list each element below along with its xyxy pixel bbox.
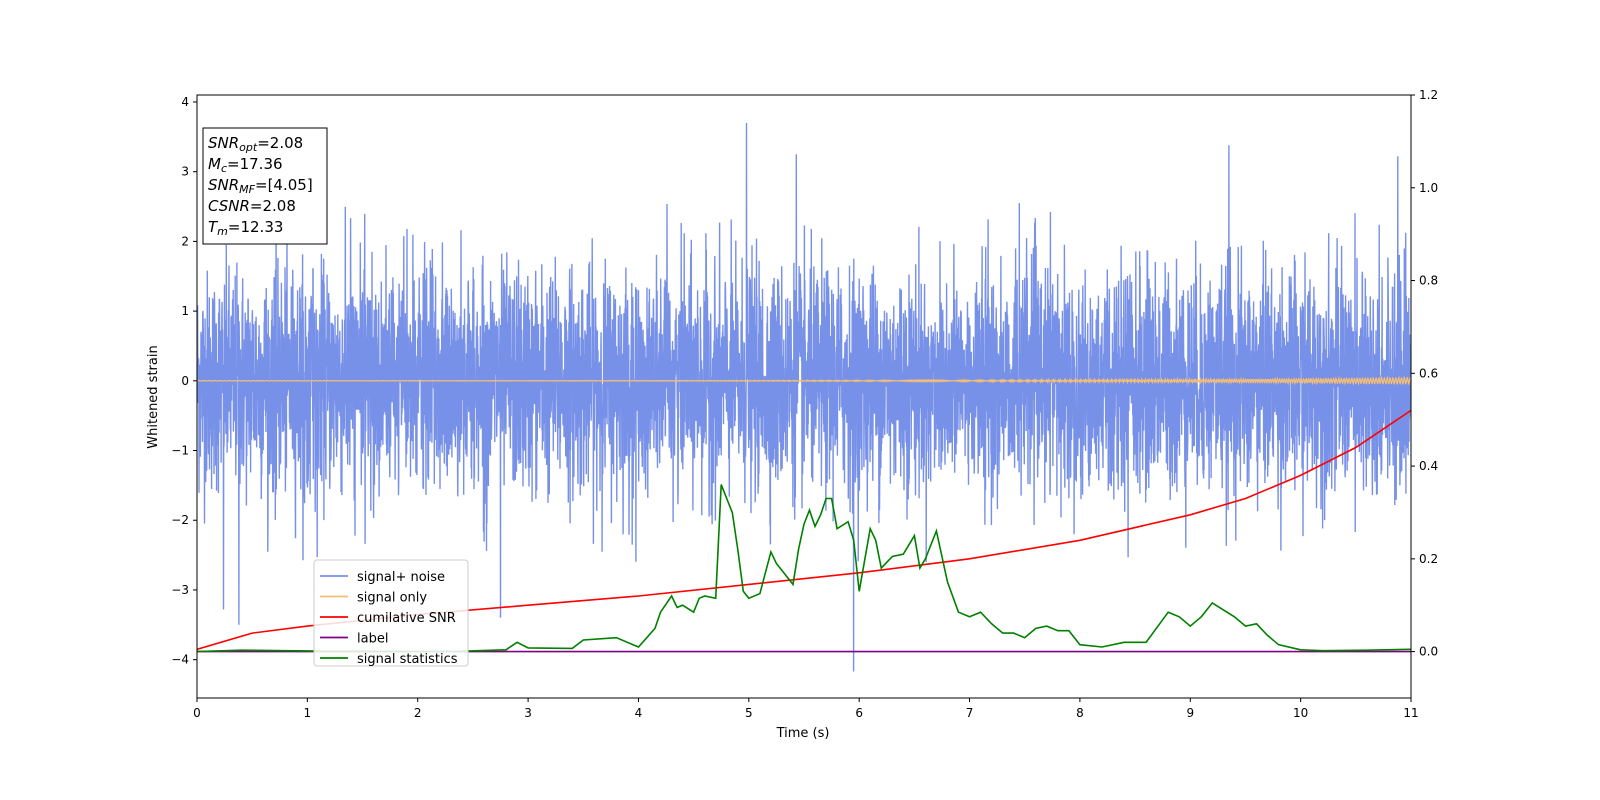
y-tick-label: 1: [181, 304, 189, 318]
x-tick-label: 0: [193, 706, 201, 720]
annotation-line: SNRopt=2.08: [208, 134, 303, 154]
legend-label: label: [357, 632, 388, 647]
y-tick-label: −1: [171, 444, 189, 458]
x-tick-label: 11: [1403, 706, 1418, 720]
legend-items: signal+ noise signal only cumilative SNR la…: [320, 570, 458, 667]
y-tick-label: 3: [181, 165, 189, 179]
y2-tick-label: 0.2: [1419, 552, 1438, 566]
axes-frame: [196, 94, 1412, 699]
legend-frame: [313, 559, 469, 667]
annotation-frame: [202, 127, 328, 245]
legend-label: signal statistics: [357, 652, 458, 667]
series-signal-noise: [197, 122, 1411, 672]
y2-tick-label: 1.2: [1419, 88, 1438, 102]
legend-label: signal only: [357, 591, 427, 606]
x-tick-label: 3: [524, 706, 532, 720]
x-tick-label: 1: [304, 706, 312, 720]
y-tick-label: −2: [171, 513, 189, 527]
series-signal-statistics: [197, 484, 1411, 653]
y2-tick-label: 0.6: [1419, 366, 1438, 380]
x-axis-label: Time (s): [776, 726, 830, 741]
legend-label: signal+ noise: [357, 570, 445, 585]
legend: signal+ noise signal only cumilative SNR la…: [313, 559, 469, 667]
legend-label: cumilative SNR: [357, 611, 456, 626]
y2-tick-label: 0.8: [1419, 274, 1438, 288]
y-tick-label: 2: [181, 234, 189, 248]
y2-tick-label: 1.0: [1419, 181, 1438, 195]
series-signal-only: [197, 375, 1411, 386]
y-tick-label: −4: [171, 653, 189, 667]
x-tick-label: 10: [1293, 706, 1308, 720]
annotation-line: SNRMF=[4.05]: [208, 176, 313, 196]
snr-annotation-box: SNRopt=2.08Mc=17.36SNRMF=[4.05]CSNR=2.08…: [202, 127, 328, 245]
annotation-lines: SNRopt=2.08Mc=17.36SNRMF=[4.05]CSNR=2.08…: [208, 134, 313, 238]
annotation-line: Tm=12.33: [208, 218, 283, 238]
x-tick-label: 8: [1076, 706, 1084, 720]
y-tick-label: −3: [171, 583, 189, 597]
y2-tick-label: 0.4: [1419, 459, 1438, 473]
x-tick-label: 2: [414, 706, 422, 720]
x-tick-label: 6: [855, 706, 863, 720]
x-tick-label: 5: [745, 706, 753, 720]
x-tick-label: 7: [966, 706, 974, 720]
x-tick-label: 9: [1186, 706, 1194, 720]
y-tick-label: 0: [181, 374, 189, 388]
y2-tick-label: 0.0: [1419, 645, 1438, 659]
annotation-line: CSNR=2.08: [208, 197, 296, 215]
axes: 0 1 2 3 4 5 6 7 8 9 10 11 −4 −3 −2 −1 0 1 2 3 4 0.0 0.2 0.4 0.6 0…: [171, 88, 1438, 720]
y-tick-label: 4: [181, 95, 189, 109]
y-axis-label: Whitened strain: [146, 345, 161, 448]
annotation-line: Mc=17.36: [208, 155, 283, 175]
x-tick-label: 4: [635, 706, 643, 720]
